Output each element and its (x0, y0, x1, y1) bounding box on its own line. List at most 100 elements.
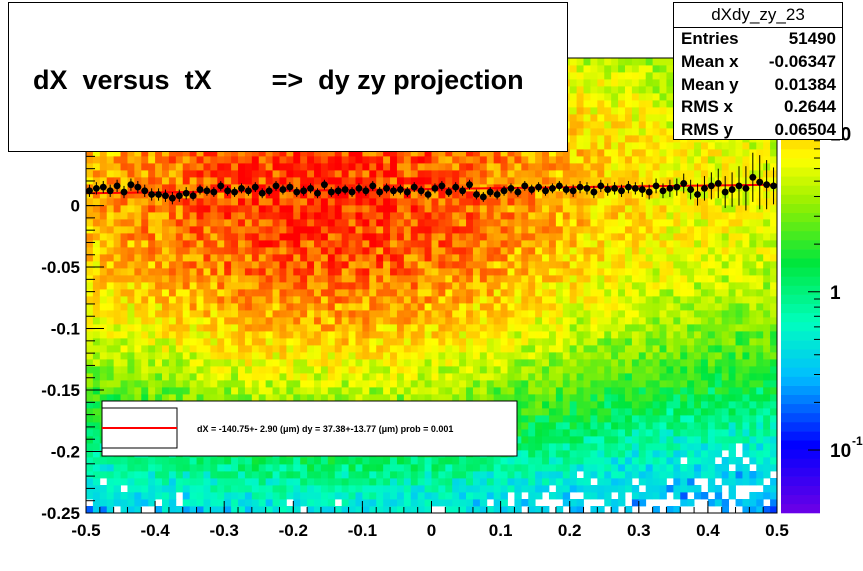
heatmap-cell (162, 499, 170, 507)
heatmap-cell (210, 394, 218, 402)
heatmap-cell (300, 324, 308, 332)
heatmap-cell (127, 191, 135, 199)
heatmap-cell (403, 310, 412, 318)
heatmap-cell (396, 233, 405, 241)
heatmap-cell (244, 170, 253, 178)
heatmap-cell (155, 177, 163, 185)
heatmap-cell (272, 191, 280, 199)
heatmap-cell (493, 261, 501, 269)
heatmap-cell (535, 240, 543, 248)
heatmap-cell (251, 233, 260, 241)
heatmap-cell (106, 156, 115, 164)
heatmap-cell (500, 338, 508, 346)
heatmap-cell (576, 107, 584, 115)
heatmap-cell (341, 331, 349, 339)
heatmap-cell (569, 338, 578, 346)
heatmap-cell (396, 478, 405, 486)
heatmap-cell (611, 324, 619, 332)
heatmap-cell (327, 457, 336, 465)
heatmap-cell (590, 373, 598, 381)
heatmap-cell (479, 254, 488, 262)
heatmap-cell (286, 205, 294, 213)
heatmap-cell (604, 443, 612, 451)
heatmap-cell (611, 205, 619, 213)
heatmap-cell (134, 212, 142, 220)
heatmap-cell (611, 352, 619, 360)
heatmap-cell (162, 156, 170, 164)
heatmap-cell (189, 247, 197, 255)
heatmap-cell (127, 303, 135, 311)
heatmap-cell (569, 394, 578, 402)
heatmap-cell (424, 177, 432, 185)
heatmap-cell (390, 338, 398, 346)
heatmap-cell (383, 373, 391, 381)
heatmap-cell (431, 464, 439, 472)
heatmap-cell (472, 261, 481, 269)
heatmap-cell (431, 338, 439, 346)
heatmap-cell (134, 338, 142, 346)
heatmap-cell (307, 219, 315, 227)
heatmap-cell (479, 310, 488, 318)
heatmap-cell (597, 303, 605, 311)
heatmap-cell (210, 331, 218, 339)
heatmap-cell (175, 457, 184, 465)
heatmap-cell (189, 261, 197, 269)
heatmap-cell (417, 331, 425, 339)
heatmap-cell (369, 170, 377, 178)
heatmap-cell (327, 268, 336, 276)
heatmap-cell (307, 268, 315, 276)
heatmap-cell (548, 254, 557, 262)
heatmap-cell (99, 492, 108, 500)
heatmap-cell (286, 366, 294, 374)
heatmap-cell (86, 457, 94, 465)
heatmap-cell (479, 247, 488, 255)
heatmap-cell (410, 177, 419, 185)
heatmap-cell (92, 401, 101, 409)
heatmap-cell (362, 317, 370, 325)
heatmap-cell (390, 464, 398, 472)
heatmap-cell (514, 198, 522, 206)
heatmap-cell (472, 387, 481, 395)
heatmap-cell (182, 359, 191, 367)
heatmap-cell (500, 233, 508, 241)
heatmap-cell (569, 268, 578, 276)
heatmap-cell (258, 359, 267, 367)
heatmap-cell (611, 268, 619, 276)
heatmap-cell (86, 352, 94, 360)
heatmap-cell (604, 331, 612, 339)
heatmap-cell (210, 464, 218, 472)
heatmap-cell (224, 247, 232, 255)
heatmap-cell (320, 338, 329, 346)
heatmap-cell (597, 226, 605, 234)
heatmap-cell (314, 352, 322, 360)
heatmap-cell (99, 163, 108, 171)
heatmap-cell (500, 149, 508, 157)
heatmap-cell (507, 464, 515, 472)
heatmap-cell (224, 485, 232, 493)
heatmap-cell (507, 212, 515, 220)
heatmap-cell (175, 184, 184, 192)
heatmap-cell (244, 457, 253, 465)
heatmap-cell (535, 380, 543, 388)
heatmap-cell (396, 289, 405, 297)
heatmap-cell (231, 149, 239, 157)
heatmap-cell (569, 72, 578, 80)
heatmap-cell (383, 359, 391, 367)
heatmap-cell (127, 387, 135, 395)
heatmap-cell (376, 352, 384, 360)
heatmap-cell (521, 198, 529, 206)
heatmap-cell (106, 485, 115, 493)
heatmap-cell (272, 464, 280, 472)
heatmap-cell (479, 261, 488, 269)
heatmap-cell (293, 310, 301, 318)
heatmap-cell (507, 163, 515, 171)
heatmap-cell (390, 233, 398, 241)
heatmap-cell (500, 289, 508, 297)
heatmap-cell (604, 289, 612, 297)
heatmap-cell (604, 93, 612, 101)
heatmap-cell (224, 303, 232, 311)
heatmap-cell (555, 275, 564, 283)
heatmap-cell (162, 317, 170, 325)
heatmap-cell (244, 296, 253, 304)
heatmap-cell (293, 338, 301, 346)
